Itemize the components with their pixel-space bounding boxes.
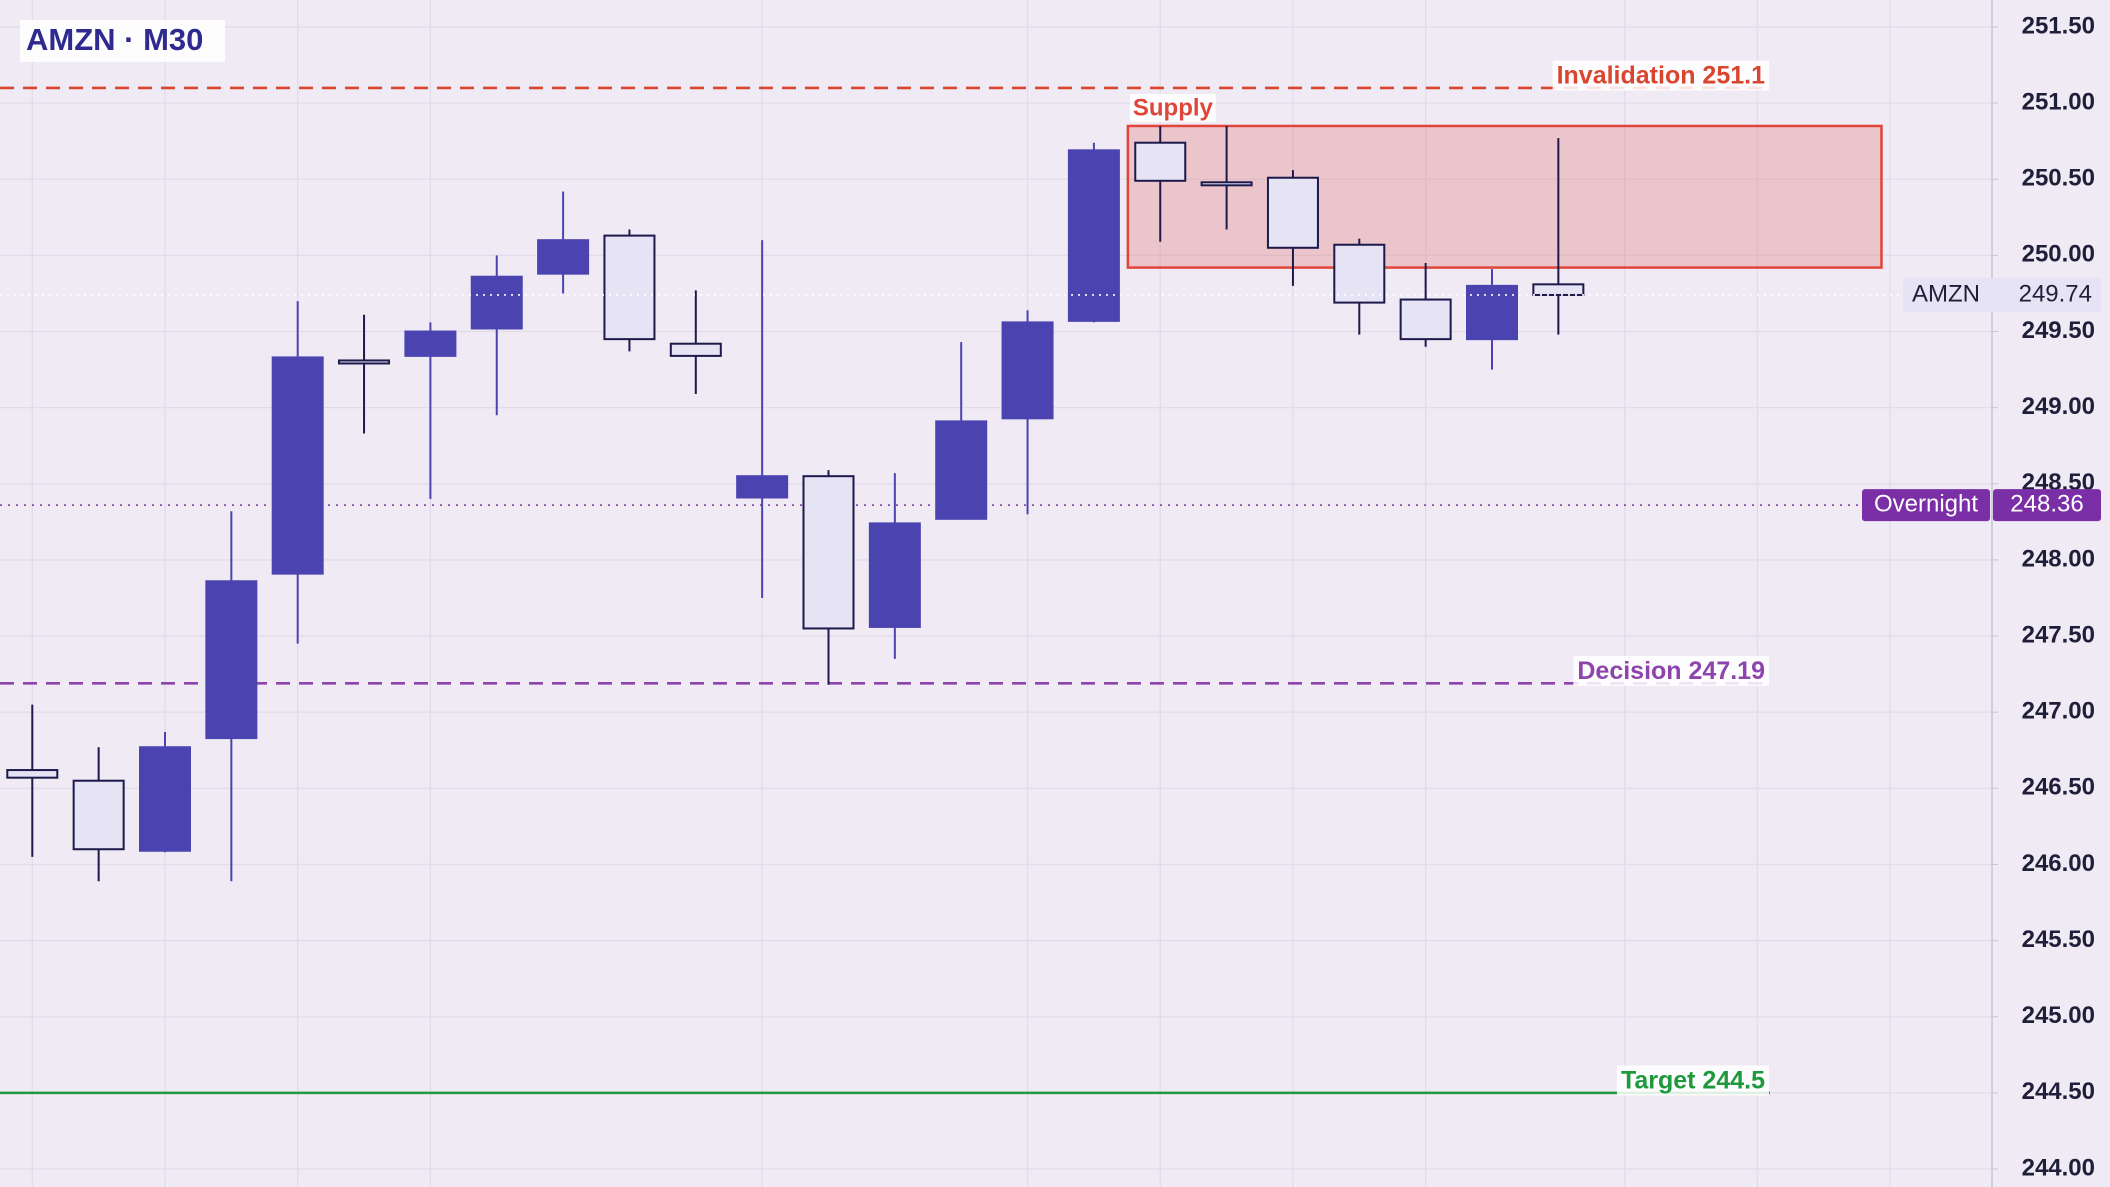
- candle-body: [205, 580, 258, 740]
- y-tick-label: 250.00: [2022, 241, 2095, 268]
- last-price-symbol: AMZN: [1912, 280, 1980, 307]
- candle-body: [935, 420, 988, 520]
- candle-body: [271, 356, 324, 575]
- plot: Supply Invalidation 251.1 Decision 247.19 T…: [0, 60, 1992, 1096]
- level-label-bg: [1552, 60, 1770, 91]
- candle-body: [1399, 298, 1452, 341]
- candle-body: [404, 330, 457, 357]
- candle-body: [868, 522, 921, 628]
- candle-body: [603, 234, 656, 341]
- candle-body: [802, 475, 855, 630]
- level-label-bg: [1573, 655, 1769, 686]
- y-tick-label: 247.50: [2022, 621, 2095, 648]
- candle-body: [470, 275, 523, 330]
- title-bg: [20, 20, 225, 62]
- y-tick-label: 244.50: [2022, 1078, 2095, 1105]
- candle-body: [537, 239, 590, 275]
- candle-body: [1001, 321, 1054, 420]
- overnight-price: 248.36: [2010, 490, 2083, 517]
- y-tick-label: 245.00: [2022, 1002, 2095, 1029]
- chart-title: AMZN · M30: [26, 22, 203, 57]
- zone-label-bg: [1129, 93, 1216, 122]
- y-axis: 244.00 244.50 245.00 245.50 246.00 246.50 247.…: [1862, 12, 2101, 1181]
- candle-body: [72, 779, 125, 851]
- y-tick-label: 250.50: [2022, 165, 2095, 192]
- y-tick-label: 248.00: [2022, 545, 2095, 572]
- y-tick-label: 251.00: [2022, 88, 2095, 115]
- level-label: Target 244.5: [1621, 1066, 1765, 1094]
- last-price-value: 249.74: [2019, 280, 2092, 307]
- y-tick-label: 246.00: [2022, 850, 2095, 877]
- candle-body: [1200, 181, 1253, 187]
- candle-body: [669, 342, 722, 357]
- grid: [0, 0, 1992, 1187]
- candle-body: [1333, 243, 1386, 304]
- candle-body: [1067, 149, 1120, 322]
- level-label: Invalidation 251.1: [1557, 62, 1766, 90]
- candle-body: [1466, 284, 1518, 341]
- candle-body: [139, 746, 191, 852]
- candle-body: [1532, 283, 1585, 296]
- y-tick-label: 249.50: [2022, 317, 2095, 344]
- y-tick-label: 249.00: [2022, 393, 2095, 420]
- candle-body: [1266, 176, 1319, 249]
- last-price-bg: [1903, 277, 2101, 312]
- candle-body: [1134, 141, 1187, 182]
- y-tick-label: 245.50: [2022, 926, 2095, 953]
- y-tick-label: 251.50: [2022, 12, 2095, 39]
- overnight-tag-bg: [1862, 489, 1990, 522]
- candle-body: [338, 359, 391, 365]
- candle-body: [6, 769, 59, 779]
- supply-zone: [1126, 124, 1883, 269]
- y-tick-label: 247.00: [2022, 698, 2095, 725]
- level-label-bg: [1616, 1065, 1770, 1096]
- level-label: Decision 247.19: [1577, 657, 1765, 685]
- y-tick-label: 244.00: [2022, 1154, 2095, 1181]
- overnight-price-bg: [1993, 489, 2101, 522]
- overnight-tag: Overnight: [1874, 490, 1978, 517]
- y-tick-label: 246.50: [2022, 774, 2095, 801]
- zone-label: Supply: [1133, 94, 1214, 121]
- candle-body: [736, 475, 789, 499]
